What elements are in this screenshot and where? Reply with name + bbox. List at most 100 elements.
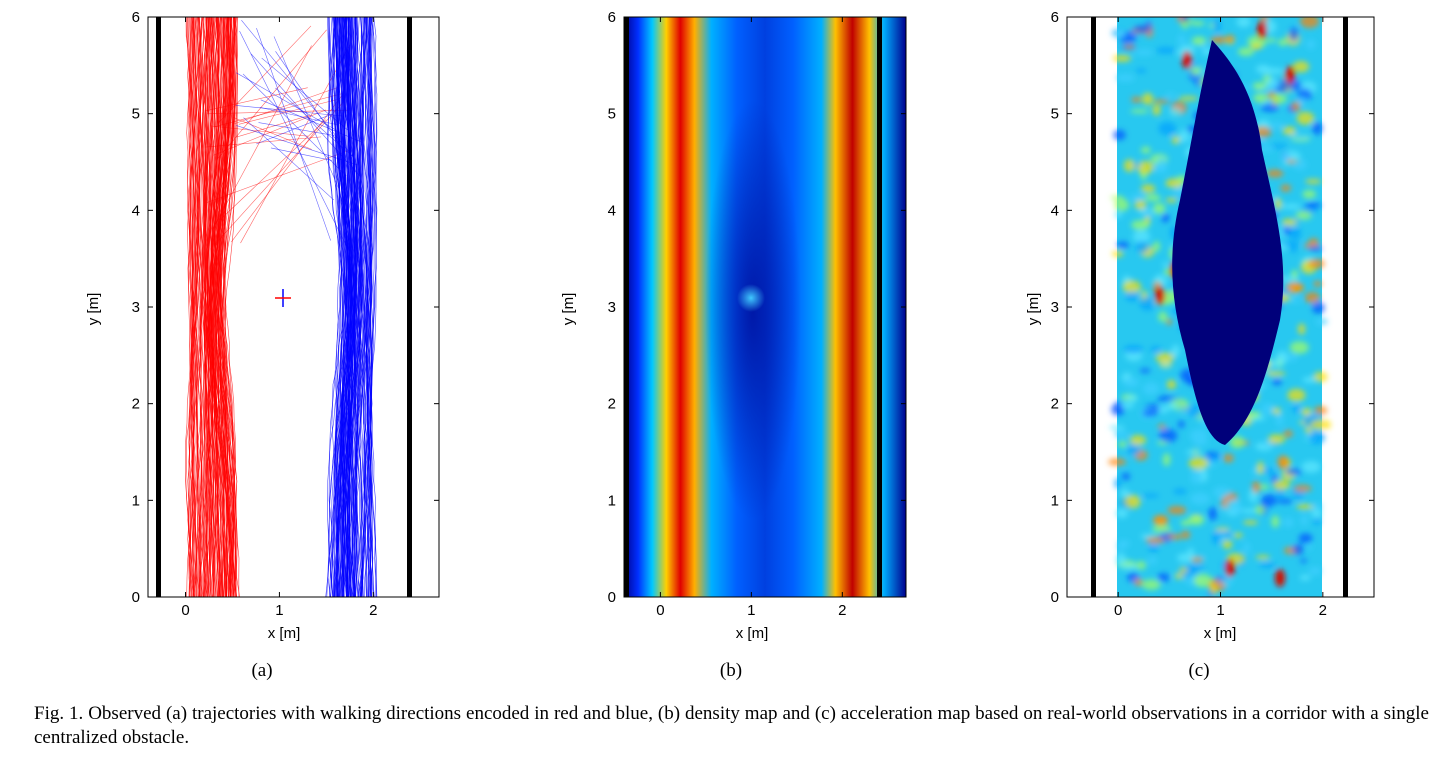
trajectory-line — [345, 17, 351, 597]
trajectory-line — [260, 99, 363, 143]
trajectory-line — [204, 17, 210, 597]
left-wall — [156, 17, 161, 597]
trajectory-line — [188, 17, 200, 597]
figure: 0 1 2 3 4 5 6 0 1 2 x [m] y [m] (a) 0 1 2 3 4 5 6 0 1 2 x … — [85, 9, 1375, 681]
trajectory-line — [355, 17, 362, 597]
trajectory-line — [205, 136, 322, 148]
y-tick-label: 4 — [1051, 202, 1059, 219]
trajectory-line — [236, 114, 311, 138]
trajectory-line — [212, 45, 312, 230]
trajectory-line — [207, 17, 227, 597]
trajectory-line — [336, 17, 352, 597]
trajectory-line — [338, 17, 350, 597]
obstacle-marker — [275, 289, 291, 307]
red-trajectories — [185, 17, 351, 597]
trajectory-line — [250, 53, 362, 178]
y-axis-label: y [m] — [1025, 293, 1042, 326]
trajectory-line — [192, 17, 206, 597]
x-tick-label: 2 — [838, 602, 846, 619]
trajectory-line — [368, 17, 378, 597]
trajectory-line — [352, 17, 365, 597]
x-tick-label: 1 — [1216, 602, 1224, 619]
trajectory-line — [235, 105, 343, 117]
y-tick-label: 5 — [132, 106, 140, 123]
panel-label: (c) — [1188, 660, 1209, 681]
trajectory-line — [191, 17, 207, 597]
x-axis-label: x [m] — [268, 625, 301, 642]
trajectory-line — [236, 125, 358, 166]
x-tick-label: 0 — [181, 602, 189, 619]
trajectory-line — [210, 125, 308, 137]
trajectory-line — [342, 17, 356, 597]
right-wall — [1343, 17, 1348, 597]
y-tick-label: 0 — [1051, 589, 1059, 606]
trajectory-line — [223, 17, 238, 597]
y-tick-label: 6 — [1051, 9, 1059, 26]
y-tick-label: 1 — [132, 492, 140, 509]
trajectory-line — [205, 87, 308, 112]
y-tick-label: 1 — [608, 492, 616, 509]
trajectory-line — [256, 28, 331, 241]
trajectory-line — [241, 19, 353, 157]
trajectory-line — [345, 17, 357, 597]
y-tick-label: 5 — [1051, 106, 1059, 123]
x-axis-label: x [m] — [1204, 625, 1237, 642]
trajectory-line — [354, 17, 362, 597]
acceleration-low-region — [1172, 40, 1284, 445]
trajectory-line — [273, 36, 339, 188]
x-tick-label: 0 — [656, 602, 664, 619]
trajectory-panel: 0 1 2 3 4 5 6 0 1 2 x [m] y [m] (a) — [85, 9, 440, 681]
trajectory-line — [234, 86, 340, 125]
trajectory-line — [213, 109, 327, 156]
y-tick-label: 0 — [608, 589, 616, 606]
y-tick-label: 2 — [132, 396, 140, 413]
trajectory-line — [221, 119, 326, 219]
x-tick-label: 0 — [1114, 602, 1122, 619]
y-tick-label: 6 — [608, 9, 616, 26]
y-tick-label: 1 — [1051, 492, 1059, 509]
y-tick-label: 4 — [132, 202, 140, 219]
y-tick-label: 3 — [132, 299, 140, 316]
trajectory-line — [258, 122, 335, 136]
trajectory-line — [239, 30, 348, 248]
y-tick-label: 3 — [1051, 299, 1059, 316]
obstacle-spot — [737, 284, 765, 312]
figure-caption: Fig. 1. Observed (a) trajectories with w… — [34, 703, 1429, 748]
trajectory-line — [346, 17, 365, 597]
trajectory-line — [214, 93, 342, 128]
trajectory-line — [190, 17, 203, 597]
y-axis-label: y [m] — [560, 293, 577, 326]
trajectory-line — [353, 17, 365, 597]
y-tick-label: 2 — [1051, 396, 1059, 413]
blue-trajectories — [235, 17, 378, 597]
y-tick-label: 4 — [608, 202, 616, 219]
trajectory-line — [190, 17, 200, 597]
y-tick-label: 6 — [132, 9, 140, 26]
left-wall — [1091, 17, 1096, 597]
trajectory-line — [358, 17, 371, 597]
right-wall — [877, 17, 882, 597]
trajectory-line — [270, 147, 332, 161]
trajectory-line — [368, 17, 377, 597]
y-axis-label: y [m] — [85, 293, 102, 326]
trajectory-line — [366, 17, 370, 597]
panel-label: (b) — [720, 660, 742, 681]
trajectory-line — [348, 17, 367, 597]
y-tick-label: 0 — [132, 589, 140, 606]
trajectory-line — [211, 17, 232, 597]
trajectory-line — [328, 17, 347, 597]
trajectory-line — [198, 17, 206, 597]
panel-label: (a) — [251, 660, 272, 681]
x-tick-label: 1 — [275, 602, 283, 619]
trajectory-line — [236, 72, 340, 133]
x-axis-label: x [m] — [736, 625, 769, 642]
x-tick-label: 2 — [369, 602, 377, 619]
trajectory-line — [219, 25, 312, 123]
trajectory-line — [325, 17, 349, 597]
right-wall — [407, 17, 412, 597]
density-panel: 0 1 2 3 4 5 6 0 1 2 x [m] y [m] (b) — [560, 9, 907, 681]
trajectory-line — [242, 73, 347, 177]
y-tick-label: 2 — [608, 396, 616, 413]
trajectory-line — [243, 117, 334, 201]
trajectory-line — [348, 17, 359, 597]
